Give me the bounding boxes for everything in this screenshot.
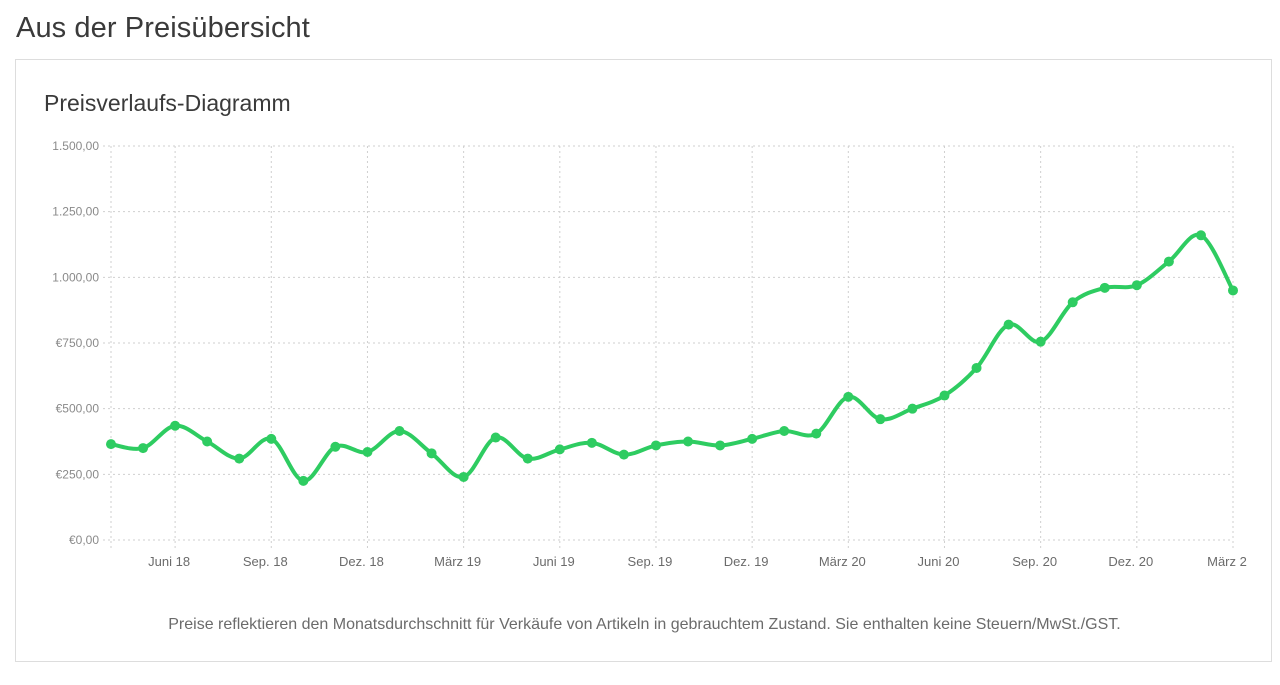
data-point[interactable]	[907, 403, 918, 414]
y-tick-label: €250,00	[56, 467, 100, 481]
data-point[interactable]	[1003, 319, 1014, 330]
data-point[interactable]	[394, 425, 405, 436]
page-title: Aus der Preisübersicht	[16, 12, 310, 44]
data-point[interactable]	[1131, 280, 1142, 291]
y-tick-label: 1.500,00	[52, 139, 99, 153]
data-point[interactable]	[1163, 256, 1174, 267]
data-point[interactable]	[458, 471, 469, 482]
x-tick-label: Dez. 18	[339, 554, 384, 569]
data-point[interactable]	[939, 390, 950, 401]
data-point[interactable]	[490, 432, 501, 443]
x-axis: Juni 18 Sep. 18 Dez. 18 März 19 Juni 19 Sep. …	[148, 554, 1247, 569]
x-tick-label: Juni 19	[533, 554, 575, 569]
y-tick-label: €500,00	[56, 402, 100, 416]
x-tick-label: Juni 18	[148, 554, 190, 569]
data-point[interactable]	[650, 440, 661, 451]
x-tick-label: Dez. 20	[1108, 554, 1153, 569]
x-tick-label: Juni 20	[918, 554, 960, 569]
data-point[interactable]	[843, 391, 854, 402]
y-tick-label: 1.250,00	[52, 205, 99, 219]
x-tick-label: März 2	[1207, 554, 1247, 569]
data-point[interactable]	[1195, 230, 1206, 241]
y-tick-label: 1.000,00	[52, 270, 99, 284]
data-point[interactable]	[618, 449, 629, 460]
x-tick-label: Sep. 19	[628, 554, 673, 569]
y-tick-label: €750,00	[56, 336, 100, 350]
data-point[interactable]	[875, 414, 886, 425]
chart-grid	[103, 145, 1234, 548]
data-point[interactable]	[971, 362, 982, 373]
data-point[interactable]	[202, 436, 213, 447]
x-tick-label: Sep. 20	[1012, 554, 1057, 569]
y-axis: €0,00 €250,00 €500,00 €750,00 1.000,00 1.250,…	[52, 139, 99, 547]
series-line	[109, 232, 1235, 483]
data-point[interactable]	[779, 425, 790, 436]
x-tick-label: März 20	[819, 554, 866, 569]
data-point[interactable]	[298, 475, 309, 486]
data-point[interactable]	[266, 433, 277, 444]
data-point[interactable]	[330, 441, 341, 452]
chart-title: Preisverlaufs-Diagramm	[44, 90, 291, 116]
data-point[interactable]	[747, 433, 758, 444]
data-point[interactable]	[106, 439, 116, 450]
price-history-chart: €0,00 €250,00 €500,00 €750,00 1.000,00 1.250,…	[52, 139, 1247, 569]
data-point[interactable]	[811, 428, 822, 439]
data-point[interactable]	[715, 440, 726, 451]
y-tick-label: €0,00	[69, 533, 99, 547]
data-point[interactable]	[683, 436, 694, 447]
x-tick-label: Sep. 18	[243, 554, 288, 569]
data-points	[106, 230, 1238, 486]
x-tick-label: Dez. 19	[724, 554, 769, 569]
data-point[interactable]	[170, 420, 181, 431]
data-point[interactable]	[586, 437, 597, 448]
price-history-card: Preisverlaufs-Diagramm €0,00 €250,00 €500,…	[15, 59, 1272, 662]
data-point[interactable]	[1067, 297, 1078, 308]
data-point[interactable]	[1099, 282, 1110, 293]
data-point[interactable]	[522, 453, 533, 464]
data-point[interactable]	[1228, 285, 1238, 296]
data-point[interactable]	[362, 447, 373, 458]
x-tick-label: März 19	[434, 554, 481, 569]
data-point[interactable]	[234, 453, 245, 464]
data-point[interactable]	[554, 444, 565, 455]
series-line-layer	[109, 232, 1235, 483]
data-point[interactable]	[138, 443, 149, 454]
data-point[interactable]	[1035, 336, 1046, 347]
chart-footnote: Preise reflektieren den Monatsdurchschni…	[168, 616, 1121, 633]
data-point[interactable]	[426, 448, 437, 459]
